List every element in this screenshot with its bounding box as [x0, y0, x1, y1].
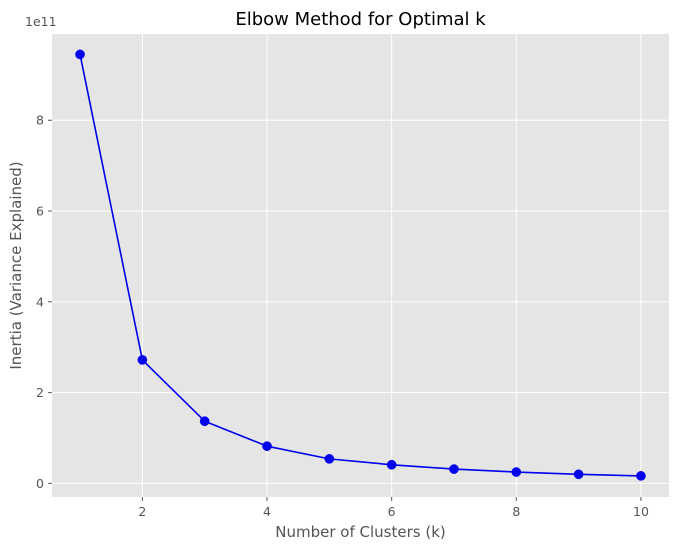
x-tick-label: 2 [138, 504, 146, 519]
chart-title: Elbow Method for Optimal k [235, 9, 486, 30]
data-point [75, 49, 85, 60]
series-line [79, 54, 641, 477]
data-point [511, 467, 522, 477]
y-axis-label: Inertia (Variance Explained) [7, 161, 25, 369]
y-tick-label: 4 [36, 294, 44, 309]
data-point [636, 471, 646, 481]
y-tick-label: 8 [36, 113, 44, 128]
x-tick-label: 6 [388, 504, 396, 519]
x-axis-label: Number of Clusters (k) [275, 523, 445, 541]
x-tick-label: 8 [512, 504, 520, 519]
data-point [573, 469, 584, 480]
y-tick-label: 6 [36, 204, 44, 219]
data-point [262, 441, 272, 452]
y-tick-label: 2 [36, 385, 44, 400]
series-layer [75, 49, 646, 481]
x-tick-label: 10 [633, 504, 649, 519]
plot-background [52, 34, 669, 497]
data-point [449, 464, 459, 474]
x-tick-label: 4 [263, 504, 271, 519]
data-point [386, 459, 397, 470]
data-point [137, 355, 148, 365]
y-axis-offset-label: 1e11 [25, 14, 57, 29]
y-tick-label: 0 [36, 476, 44, 491]
data-point [199, 416, 210, 427]
grid-lines [52, 34, 669, 497]
data-point [324, 454, 335, 464]
axis-ticks: 2 4 6 8 10 0 2 4 6 8 [36, 113, 649, 519]
